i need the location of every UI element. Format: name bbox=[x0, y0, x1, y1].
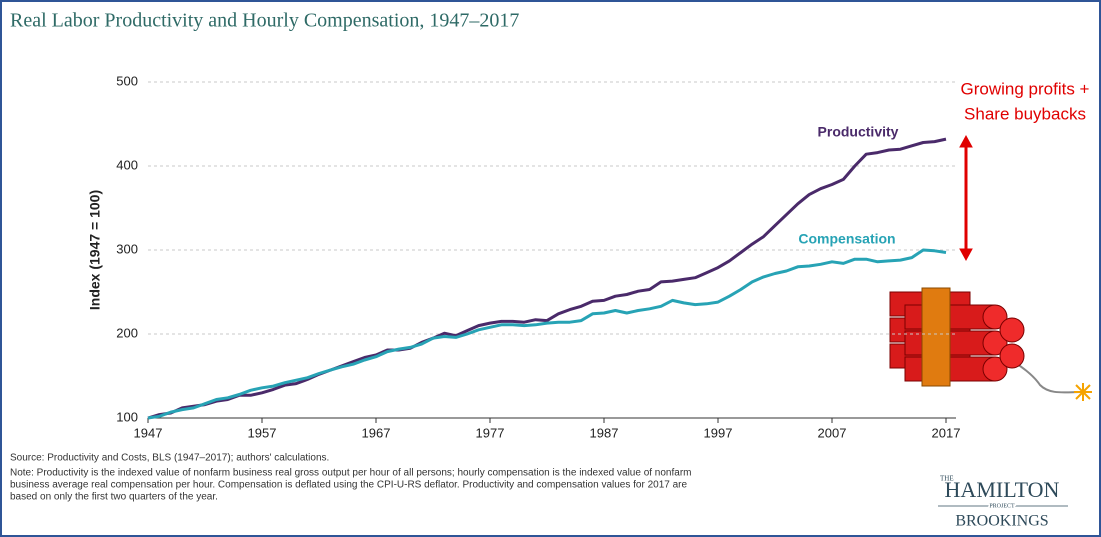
stick-end bbox=[1000, 344, 1024, 368]
logo-sub: PROJECT bbox=[989, 503, 1015, 509]
series-label: Compensation bbox=[798, 231, 895, 247]
chart: Real Labor Productivity and Hourly Compe… bbox=[0, 0, 1101, 537]
annotation: Share buybacks bbox=[964, 104, 1086, 123]
x-tick-label: 1977 bbox=[476, 425, 505, 440]
logo-main: HAMILTON bbox=[945, 477, 1060, 502]
chart-title: Real Labor Productivity and Hourly Compe… bbox=[10, 10, 519, 32]
logo-org: BROOKINGS bbox=[955, 513, 1048, 530]
note: based on only the first two quarters of … bbox=[10, 492, 218, 503]
x-tick-label: 1987 bbox=[590, 425, 619, 440]
x-tick-label: 1997 bbox=[704, 425, 733, 440]
source: Source: Productivity and Costs, BLS (194… bbox=[10, 453, 329, 464]
note: Note: Productivity is the indexed value … bbox=[10, 468, 692, 479]
stick-end bbox=[1000, 318, 1024, 342]
x-tick-label: 1967 bbox=[362, 425, 391, 440]
series-label: Productivity bbox=[818, 124, 899, 140]
note: business average real compensation per h… bbox=[10, 480, 687, 491]
spark bbox=[1074, 383, 1092, 401]
y-tick-label: 300 bbox=[116, 241, 138, 256]
y-axis-label: Index (1947 = 100) bbox=[87, 190, 103, 310]
x-tick-label: 1947 bbox=[134, 425, 163, 440]
y-tick-label: 500 bbox=[116, 73, 138, 88]
band bbox=[922, 288, 950, 386]
x-tick-label: 1957 bbox=[248, 425, 277, 440]
y-tick-label: 100 bbox=[116, 409, 138, 424]
y-tick-label: 400 bbox=[116, 157, 138, 172]
y-tick-label: 200 bbox=[116, 325, 138, 340]
x-tick-label: 2017 bbox=[932, 425, 961, 440]
page: Real Labor Productivity and Hourly Compe… bbox=[0, 0, 1101, 537]
x-tick-label: 2007 bbox=[818, 425, 847, 440]
annotation: Growing profits + bbox=[961, 79, 1090, 98]
